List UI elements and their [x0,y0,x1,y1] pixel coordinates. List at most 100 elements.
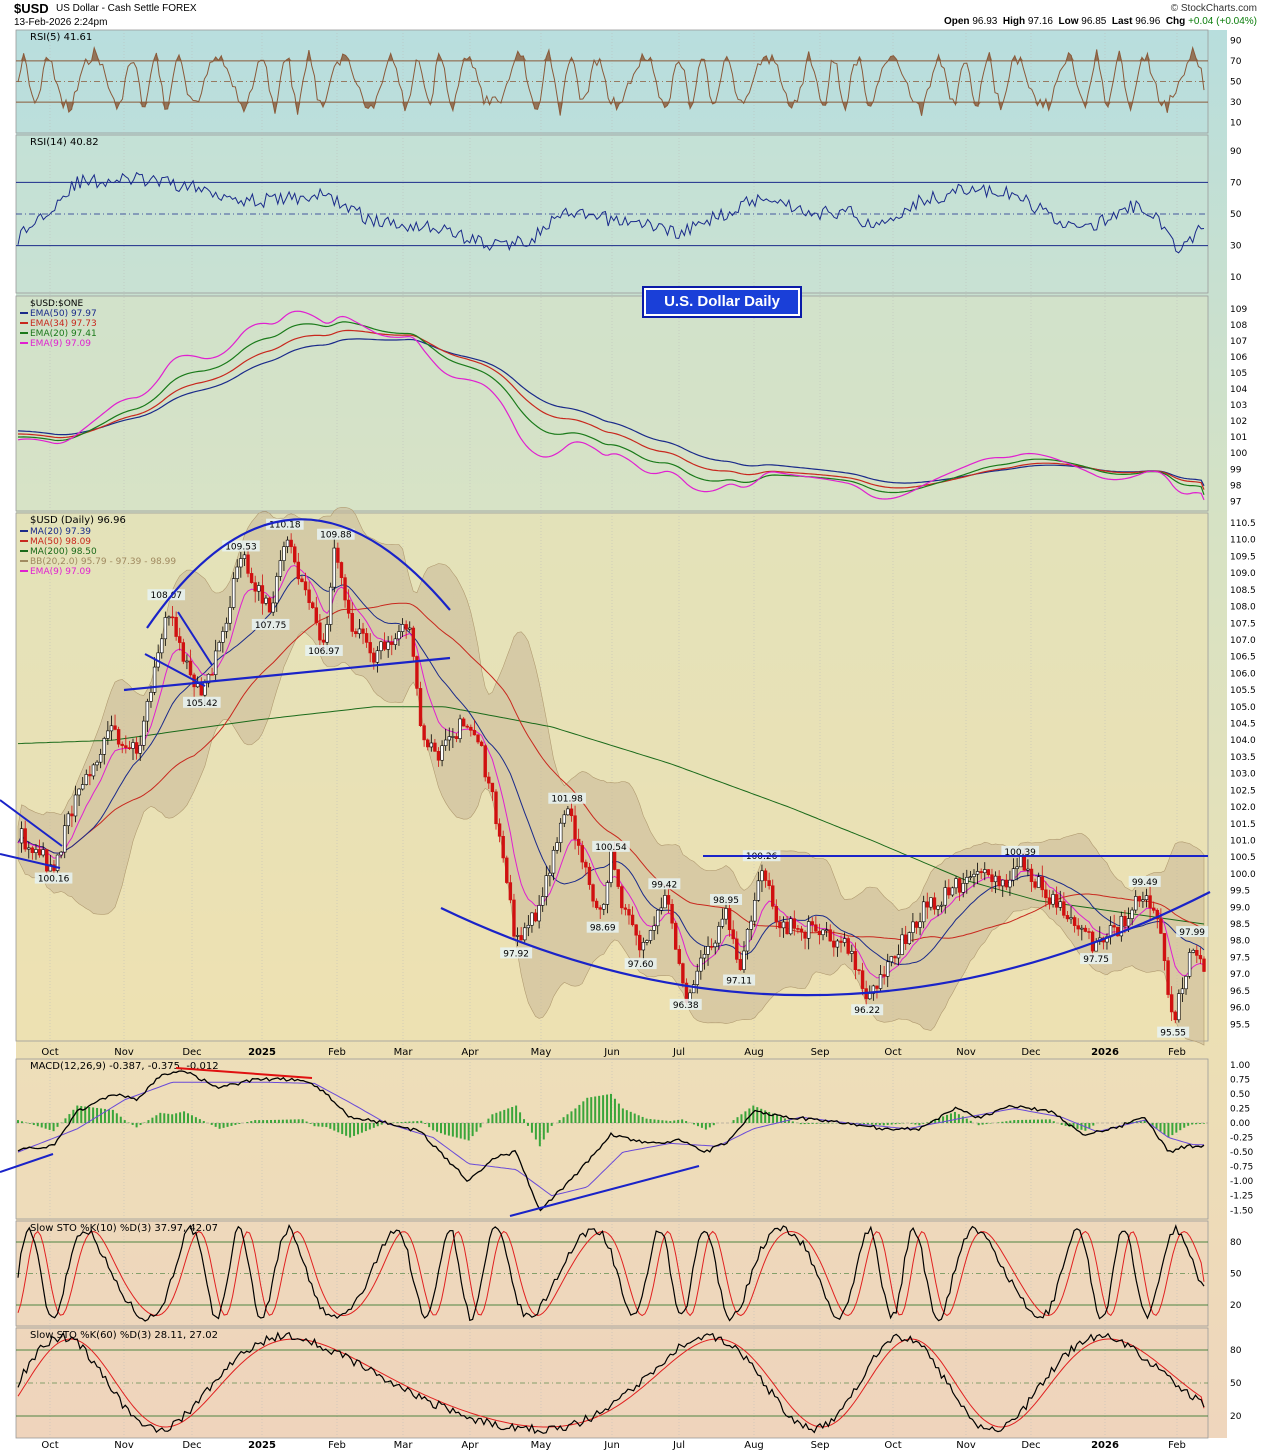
candle-body [55,854,60,871]
last-label: Last [1111,16,1133,27]
macd-bar [653,1119,656,1123]
macd-bar [333,1123,336,1131]
candle-body [336,547,340,563]
candle-body [120,743,124,746]
macd-bar [677,1119,680,1123]
price-label-bg [266,518,304,530]
month-label: Nov [956,1047,976,1058]
candle-body [447,736,451,741]
macd-bar [704,1123,707,1130]
candle-body [673,922,678,950]
macd-bar [1139,1120,1142,1123]
month-label: Mar [394,1047,414,1058]
candle-body [102,738,106,755]
price-point-label: 97.11 [726,976,752,986]
price-tick: 102.5 [1230,786,1256,796]
candle-body [530,912,534,926]
price-tick: 100.0 [1230,870,1256,880]
candle-body [638,934,642,951]
sto10-k-line [17,1223,1205,1322]
candle-body [979,871,983,874]
macd-bar [507,1108,510,1123]
macd-bar [681,1119,684,1123]
macd-line [17,1070,1205,1212]
price-point-label: 97.99 [1179,928,1205,938]
candle-body [641,942,646,951]
price-tick: 95.5 [1230,1020,1250,1030]
macd-bar [756,1107,759,1123]
candle-body [875,985,879,989]
macd-bar [1143,1120,1146,1123]
low-value: 96.85 [1081,16,1107,27]
candle-body [217,642,221,652]
macd-bar [732,1120,735,1123]
macd-bar [210,1123,213,1125]
panel-frame-ema [15,295,1209,512]
macd-bar [396,1122,399,1123]
candle-body [753,900,757,922]
candle-body [993,875,998,883]
macd-bar [103,1108,106,1123]
macd-tick: -1.50 [1230,1206,1254,1216]
candle-body [921,901,926,923]
macd-bar [321,1123,324,1127]
candle-body [551,849,556,874]
macd-bar [167,1113,170,1123]
candle-body [1162,933,1167,961]
price-point-label: 97.75 [1083,955,1109,965]
macd-bar [183,1111,186,1123]
macd-bar [475,1123,478,1132]
candle-body [267,597,272,613]
macd-bar [696,1123,699,1127]
candle-body [296,561,301,580]
macd-bar [1060,1123,1063,1125]
macd-bar [376,1123,379,1127]
candle-body [713,942,717,948]
macd-bar [329,1123,332,1129]
month-label: Feb [328,1440,346,1450]
macd-bar [266,1120,269,1123]
macd-bar [819,1123,822,1124]
macd-bar [313,1123,316,1127]
macd-bar [740,1114,743,1123]
candle-body [544,875,549,897]
candle-body [1011,868,1016,881]
rsi5-tick: 90 [1230,36,1242,46]
candle-body [357,628,362,635]
price-tick: 98.5 [1230,920,1250,930]
month-label: Oct [41,1440,58,1450]
macd-bar [519,1112,522,1123]
chart-date: 13-Feb-2026 2:24pm [14,17,108,28]
price-tick: 102.0 [1230,803,1256,813]
candle-body [293,546,297,563]
macd-bar [495,1112,498,1123]
macd-tick: -0.75 [1230,1163,1253,1173]
macd-bar [309,1123,312,1124]
ema-tick: 97 [1230,497,1241,507]
high-label: High [1002,16,1026,27]
candle-body [846,938,850,954]
macd-tick: -1.25 [1230,1192,1253,1202]
macd-bar [586,1097,589,1123]
candle-body [771,885,775,907]
price-label-bg [648,878,681,890]
macd-bar [463,1123,466,1140]
macd-bar [297,1119,300,1123]
price-legend-label: MA(20) 97.39 [30,527,91,537]
price-tick: 109.5 [1230,552,1256,562]
candle-body [178,636,182,643]
candle-body [70,813,74,817]
candle-body [1141,899,1145,902]
candle-body [476,734,480,743]
macd-bar [772,1113,775,1123]
candle-body [965,877,969,884]
sto60-tick: 50 [1230,1379,1242,1389]
candle-body [594,900,599,908]
macd-bar [360,1123,363,1133]
annotation-layer: RSI(5) 41.61 RSI(14) 40.82 $USD:$ONEEMA(50… [0,32,1211,1341]
candle-body [45,849,49,872]
candle-body [418,688,423,727]
candle-body [37,849,42,856]
candle-body [253,582,257,592]
candle-body [939,904,944,907]
